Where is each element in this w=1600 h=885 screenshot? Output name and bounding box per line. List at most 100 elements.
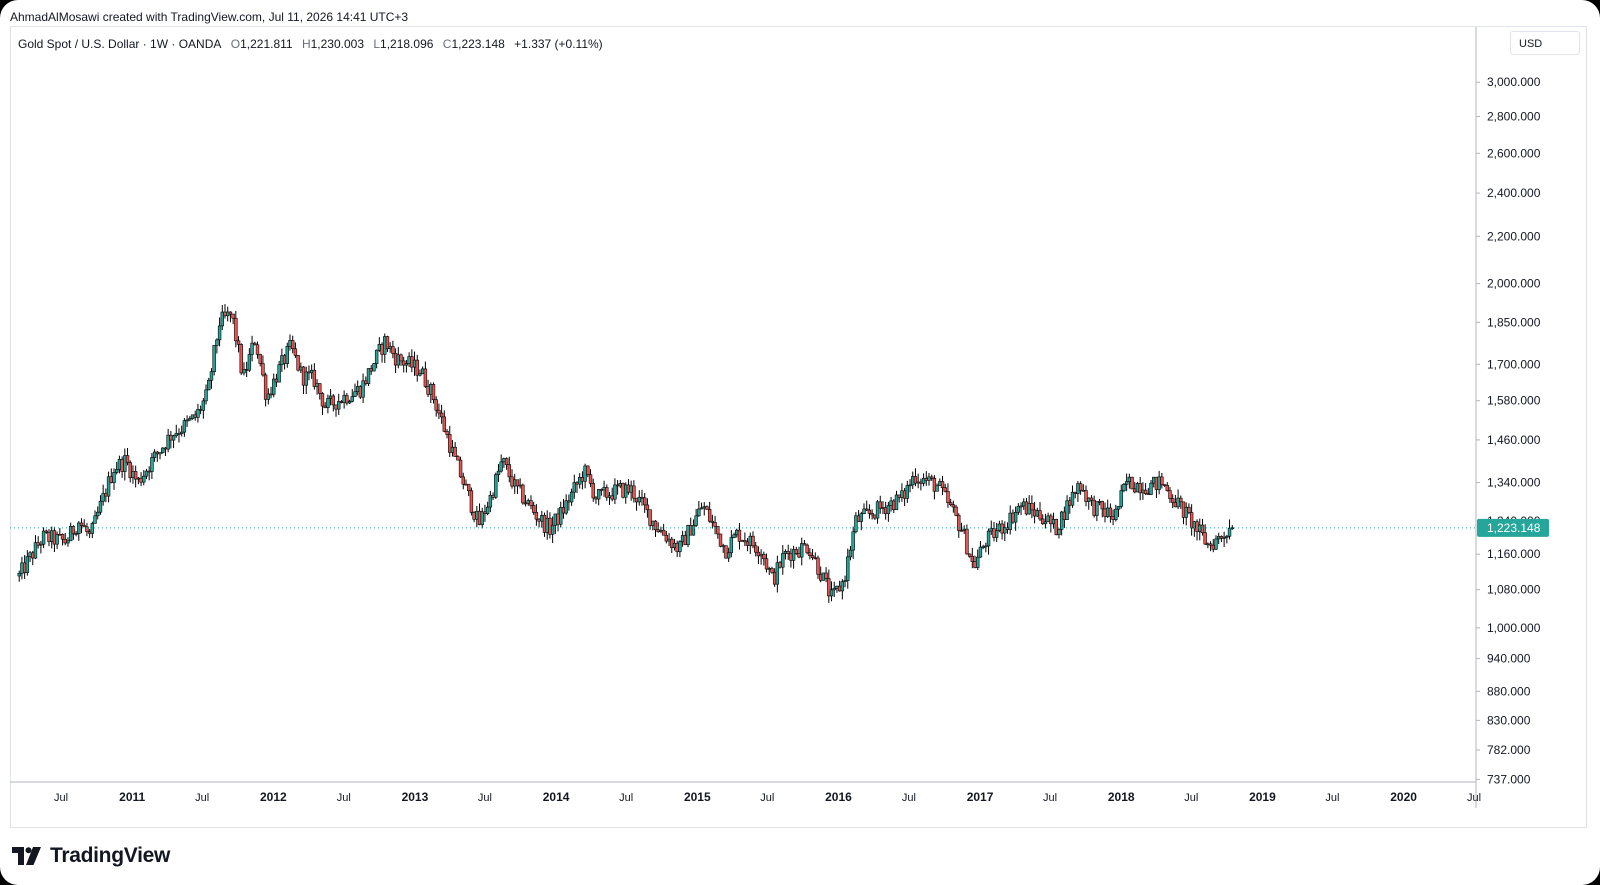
candle-body <box>98 500 103 513</box>
chart-pane[interactable] <box>10 26 1587 828</box>
candle-body <box>1068 500 1072 506</box>
candle-body <box>661 529 666 536</box>
candle-body <box>878 501 882 509</box>
time-tick-label: Jul <box>1043 792 1057 804</box>
candle-body <box>55 534 59 545</box>
candle-body <box>312 369 317 387</box>
candle-body <box>475 510 479 520</box>
candle-body <box>20 562 24 574</box>
time-tick-label: Jul <box>1184 792 1198 804</box>
candle-body <box>250 342 254 355</box>
price-tick-label: 1,000.000 <box>1487 621 1541 635</box>
candle-body <box>618 483 623 487</box>
time-tick-label: 2017 <box>967 790 994 804</box>
candle-body <box>448 434 452 453</box>
candle-body <box>913 476 918 484</box>
candle-body <box>431 384 436 401</box>
candle-body <box>1078 483 1083 491</box>
candle-body <box>929 476 934 479</box>
candle-body <box>1097 501 1102 503</box>
candle-body <box>740 540 744 542</box>
candle-body <box>469 490 474 513</box>
candle-body <box>155 451 160 455</box>
candle-body <box>829 589 834 597</box>
candle-body <box>837 585 842 592</box>
candle-body <box>670 538 674 548</box>
candle-body <box>1127 476 1132 482</box>
candle-body <box>391 346 395 354</box>
candle-body <box>63 538 67 544</box>
candle-body <box>288 340 292 347</box>
candle-body <box>794 549 799 554</box>
candle-body <box>772 571 777 585</box>
candle-body <box>1100 501 1104 510</box>
candle-body <box>959 530 964 532</box>
candle-body <box>1049 515 1053 525</box>
candle-body <box>678 541 682 553</box>
candle-body <box>694 515 698 526</box>
candle-body <box>242 369 246 374</box>
price-tick-label: 2,000.000 <box>1487 277 1541 291</box>
candle-body <box>1130 476 1134 490</box>
candle-body <box>280 355 284 365</box>
candle-body <box>1135 483 1140 493</box>
candle-body <box>848 549 853 558</box>
candle-body <box>74 533 78 535</box>
candle-body <box>1032 509 1037 517</box>
candle-body <box>873 514 877 519</box>
candle-body <box>90 523 95 534</box>
candle-body <box>507 464 512 478</box>
candle-body <box>22 562 27 573</box>
candle-body <box>323 405 327 409</box>
candle-body <box>17 573 21 577</box>
candle-body <box>504 458 509 465</box>
candle-body <box>721 545 725 547</box>
candle-body <box>407 356 411 364</box>
time-tick-label: Jul <box>478 792 492 804</box>
time-tick-label: 2015 <box>684 790 711 804</box>
candle-body <box>339 401 344 403</box>
candle-body <box>217 325 222 341</box>
candle-body <box>615 484 620 487</box>
candle-body <box>718 533 723 547</box>
time-tick-label: 2011 <box>119 790 145 804</box>
current-price-label-bg <box>1477 518 1549 537</box>
candle-body <box>1173 502 1178 508</box>
candle-body <box>364 380 368 384</box>
candle-body <box>946 491 950 503</box>
candle-body <box>523 502 528 505</box>
candle-body <box>859 513 864 522</box>
candle-body <box>886 505 891 514</box>
candle-body <box>726 552 731 559</box>
candle-body <box>883 507 888 514</box>
candle-body <box>483 511 487 514</box>
candle-body <box>1084 490 1088 502</box>
candle-body <box>764 558 769 570</box>
candle-body <box>702 506 706 509</box>
candle-body <box>648 509 652 526</box>
candle-body <box>464 483 468 486</box>
candle-body <box>686 525 690 546</box>
current-price-label: 1,223.148 <box>1487 521 1541 535</box>
candle-body <box>266 393 271 400</box>
candle-body <box>104 493 108 497</box>
candle-body <box>1057 529 1061 536</box>
candle-body <box>453 446 457 457</box>
candle-body <box>1122 484 1126 491</box>
candle-body <box>797 553 801 558</box>
candle-body <box>79 522 84 526</box>
candle-body <box>1208 543 1213 546</box>
tradingview-logo[interactable]: TradingView <box>12 843 170 869</box>
candle-body <box>372 363 376 372</box>
candle-body <box>142 475 146 483</box>
candle-body <box>748 535 752 546</box>
currency-button[interactable]: USD <box>1510 31 1580 55</box>
candle-body <box>215 339 219 346</box>
candle-body <box>477 510 482 525</box>
candle-body <box>272 378 276 395</box>
candle-body <box>461 476 465 485</box>
candle-body <box>651 520 655 526</box>
candle-body <box>992 528 996 538</box>
